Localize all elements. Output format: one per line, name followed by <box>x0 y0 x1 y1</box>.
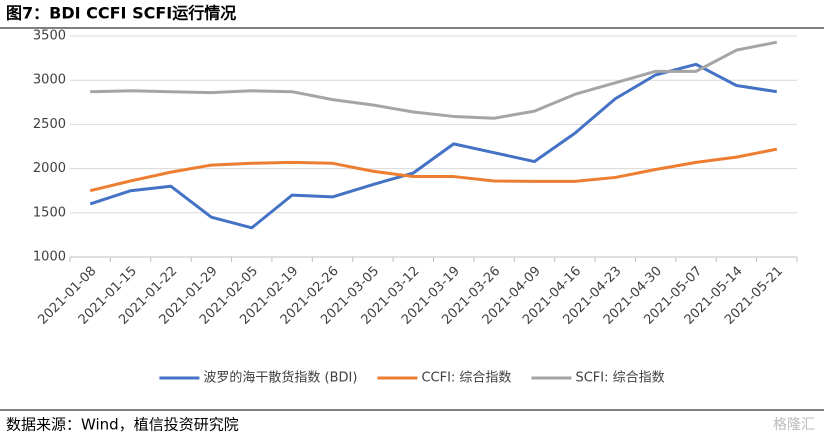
y-tick-label: 3000 <box>33 73 66 88</box>
y-tick-label: 3500 <box>33 29 66 44</box>
legend-label: SCFI: 综合指数 <box>575 371 664 386</box>
watermark: 格隆汇 <box>773 417 815 433</box>
series-line <box>89 147 778 193</box>
legend-label: CCFI: 综合指数 <box>421 371 511 386</box>
y-tick-label: 2000 <box>33 161 66 176</box>
series-line <box>89 62 778 230</box>
y-tick-label: 1000 <box>33 250 66 265</box>
y-tick-label: 1500 <box>33 205 66 220</box>
y-tick-label: 2500 <box>33 117 66 132</box>
series-line <box>90 40 778 120</box>
chart-title: 图7：BDI CCFI SCFI运行情况 <box>6 4 236 23</box>
legend-label: 波罗的海干散货指数 (BDI) <box>203 370 357 386</box>
source-note: 数据来源：Wind，植信投资研究院 <box>6 416 239 434</box>
